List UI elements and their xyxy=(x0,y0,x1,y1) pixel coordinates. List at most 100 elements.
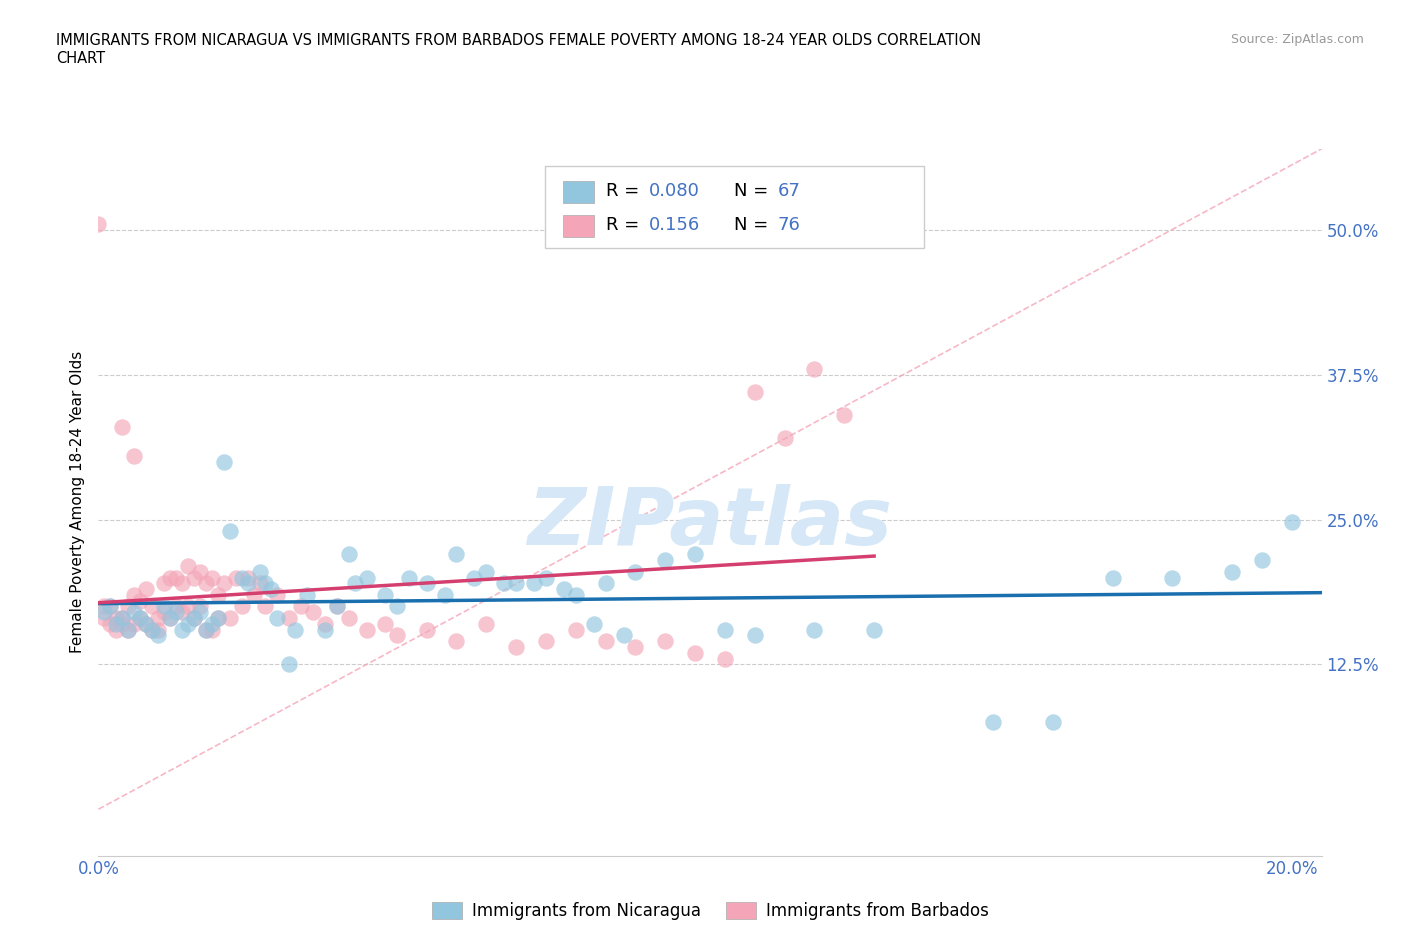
Point xyxy=(534,634,557,649)
Point xyxy=(122,588,145,603)
Point xyxy=(415,622,437,637)
Point xyxy=(111,419,134,434)
Point xyxy=(201,570,224,585)
Point xyxy=(165,570,187,585)
Point xyxy=(201,622,224,637)
Point xyxy=(194,622,217,637)
Point xyxy=(744,385,766,400)
Point xyxy=(98,599,121,614)
Point xyxy=(624,640,647,655)
Point xyxy=(356,570,378,585)
Point xyxy=(111,611,134,626)
Point xyxy=(398,570,420,585)
Point xyxy=(523,576,546,591)
Point xyxy=(218,611,240,626)
Point xyxy=(98,617,121,631)
Point xyxy=(832,408,855,423)
Point xyxy=(446,547,468,562)
Point xyxy=(863,622,886,637)
Point xyxy=(284,622,307,637)
Text: 0.080: 0.080 xyxy=(648,182,700,200)
Point xyxy=(475,617,498,631)
Point xyxy=(87,217,110,232)
Point xyxy=(129,611,152,626)
Bar xyxy=(564,180,593,204)
Point xyxy=(117,622,139,637)
Point xyxy=(1281,514,1303,529)
Point xyxy=(236,570,259,585)
Point xyxy=(135,617,157,631)
Point xyxy=(129,611,152,626)
Point xyxy=(207,611,229,626)
Point xyxy=(194,576,217,591)
Point xyxy=(183,611,205,626)
Point xyxy=(654,634,676,649)
Point xyxy=(93,599,115,614)
Point xyxy=(260,581,283,596)
Point xyxy=(249,565,271,579)
Text: R =: R = xyxy=(606,182,645,200)
Point xyxy=(159,611,181,626)
Point xyxy=(153,599,176,614)
Point xyxy=(153,604,176,619)
Point xyxy=(170,604,193,619)
Point xyxy=(165,599,187,614)
Point xyxy=(505,576,527,591)
Point xyxy=(141,622,163,637)
Point xyxy=(188,599,211,614)
Point xyxy=(105,617,128,631)
Point xyxy=(129,593,152,608)
Point xyxy=(314,622,336,637)
Point xyxy=(278,611,301,626)
Point xyxy=(188,565,211,579)
Text: N =: N = xyxy=(734,182,775,200)
Point xyxy=(803,622,825,637)
Point xyxy=(1161,570,1184,585)
Point xyxy=(565,588,588,603)
Point xyxy=(683,547,706,562)
Point xyxy=(111,611,134,626)
Point xyxy=(582,617,605,631)
Point xyxy=(159,611,181,626)
Point xyxy=(93,611,115,626)
Point xyxy=(302,604,325,619)
Point xyxy=(146,628,169,643)
Point xyxy=(385,628,408,643)
Point xyxy=(683,645,706,660)
Point xyxy=(326,599,349,614)
Point xyxy=(297,588,319,603)
Point xyxy=(249,576,271,591)
Point xyxy=(254,576,277,591)
Text: Source: ZipAtlas.com: Source: ZipAtlas.com xyxy=(1230,33,1364,46)
Point xyxy=(1220,565,1243,579)
Point xyxy=(242,588,264,603)
Bar xyxy=(564,215,593,237)
Point xyxy=(207,611,229,626)
Point xyxy=(111,617,134,631)
Point xyxy=(93,604,115,619)
Point xyxy=(1042,715,1064,730)
Point xyxy=(337,547,360,562)
Point xyxy=(98,599,121,614)
Point xyxy=(122,604,145,619)
Point xyxy=(117,622,139,637)
Point xyxy=(433,588,456,603)
Point xyxy=(183,570,205,585)
Point xyxy=(463,570,485,585)
Point xyxy=(553,581,575,596)
Point xyxy=(183,611,205,626)
Text: 67: 67 xyxy=(778,182,800,200)
Point xyxy=(177,559,200,574)
Point xyxy=(290,599,312,614)
Point xyxy=(374,588,396,603)
Point xyxy=(212,454,235,469)
Point xyxy=(201,617,224,631)
Point xyxy=(803,362,825,377)
Point xyxy=(624,565,647,579)
Point xyxy=(385,599,408,614)
Point xyxy=(135,581,157,596)
Point xyxy=(236,576,259,591)
Text: IMMIGRANTS FROM NICARAGUA VS IMMIGRANTS FROM BARBADOS FEMALE POVERTY AMONG 18-24: IMMIGRANTS FROM NICARAGUA VS IMMIGRANTS … xyxy=(56,33,981,47)
Text: R =: R = xyxy=(606,216,645,234)
Point xyxy=(534,570,557,585)
